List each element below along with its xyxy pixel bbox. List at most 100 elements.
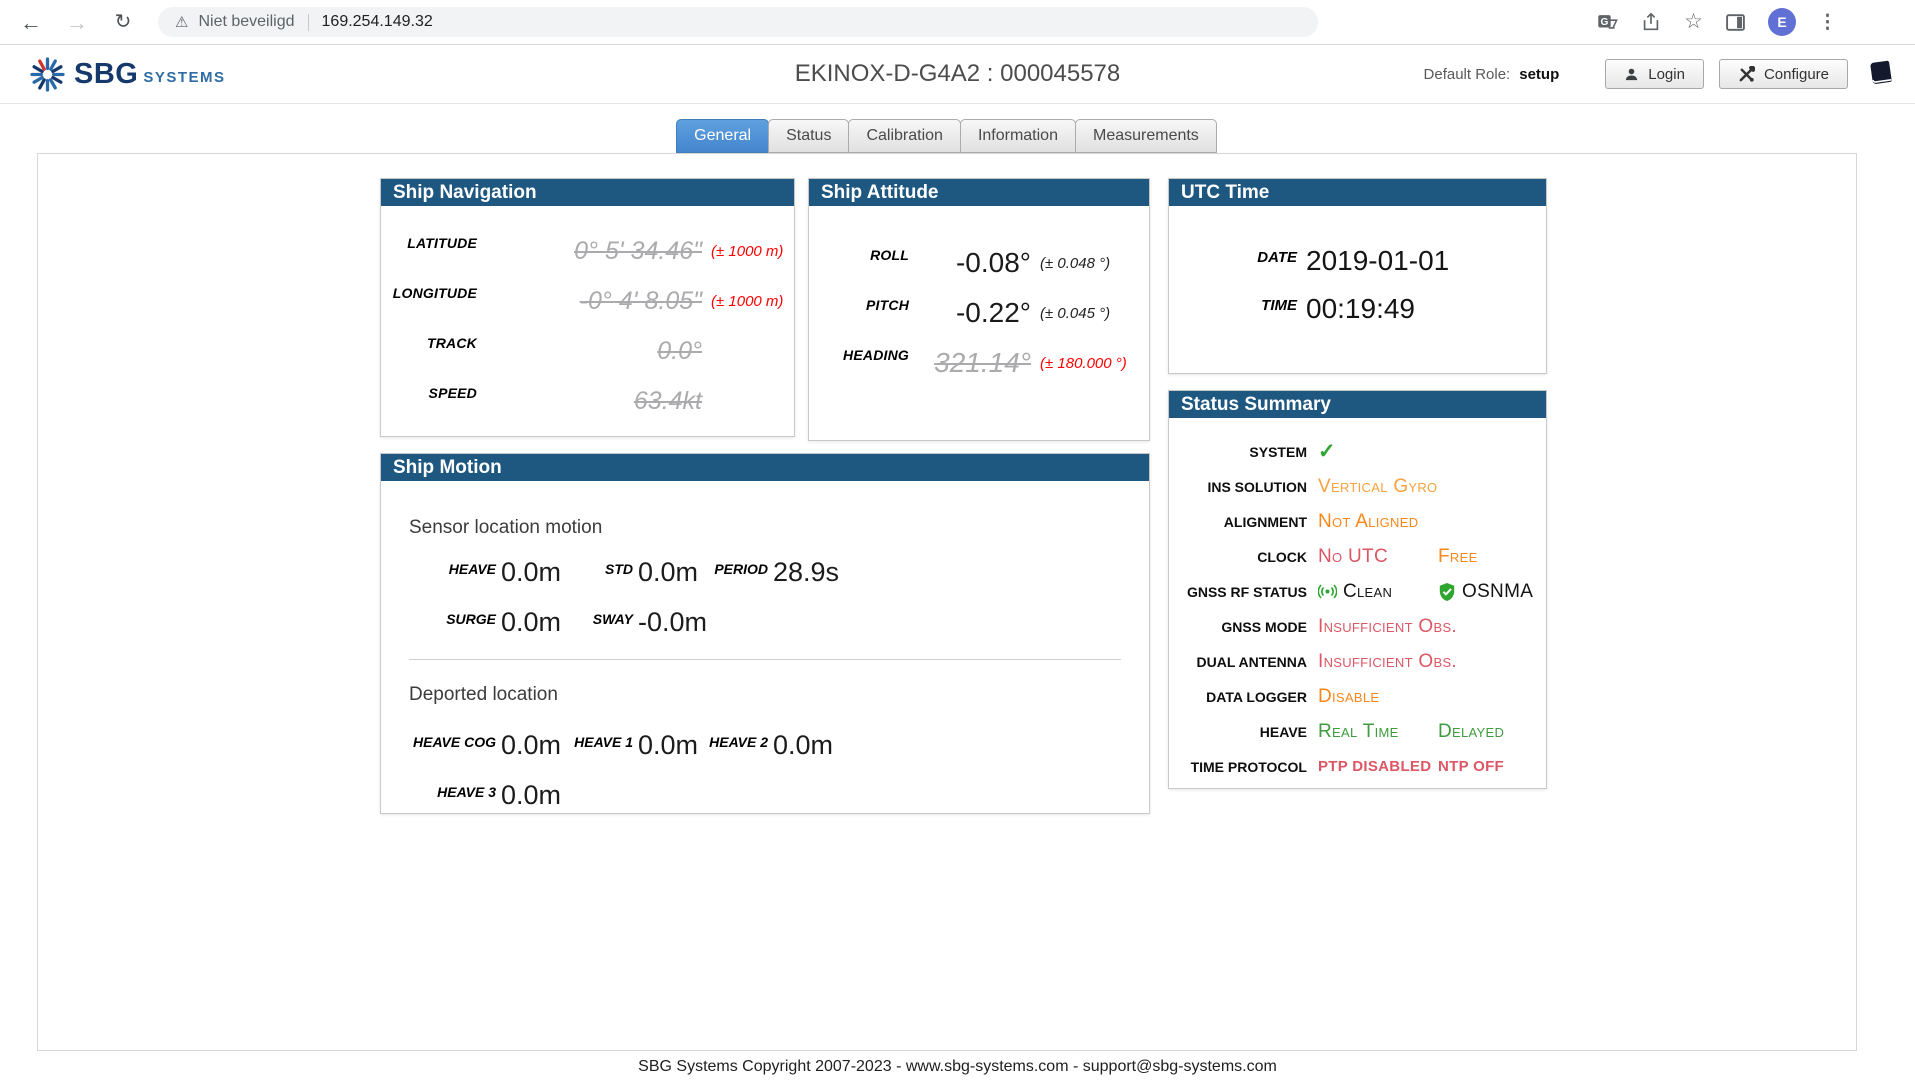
status-row-values: ✓ — [1318, 442, 1336, 462]
ship-motion-cell: PERIOD28.9s — [668, 555, 839, 589]
status-row: GNSS RF STATUSCleanOSNMA — [1169, 574, 1546, 609]
nav-row-label: TRACK — [381, 335, 477, 351]
ship-motion-row: SURGE0.0mSWAY-0.0m — [409, 605, 1121, 653]
status-value: Insufficient Obs. — [1318, 617, 1457, 637]
person-icon — [1624, 67, 1639, 82]
ship-motion-cell: SWAY-0.0m — [533, 605, 707, 639]
status-value: Insufficient Obs. — [1318, 652, 1457, 672]
status-row-values: Insufficient Obs. — [1318, 652, 1457, 672]
ship-motion-cell-label: SWAY — [533, 605, 633, 627]
status-row: ALIGNMENT Not Aligned — [1169, 504, 1546, 539]
app-header: SBG SYSTEMS EKINOX-D-G4A2 : 000045578 De… — [0, 45, 1915, 104]
tools-icon — [1738, 66, 1755, 83]
att-row: ROLL-0.08°(± 0.048 °) — [809, 238, 1149, 288]
status-value: PTP Disabled — [1318, 757, 1438, 777]
sbg-logo: SBG SYSTEMS — [30, 57, 226, 92]
att-row-value: 321.14° — [909, 347, 1031, 379]
tab-calibration[interactable]: Calibration — [848, 119, 960, 153]
utc-row-value: 2019-01-01 — [1306, 246, 1449, 276]
status-row: HEAVEReal TimeDelayed — [1169, 714, 1546, 749]
ship-motion-cell-value: -0.0m — [638, 605, 707, 639]
browser-actions: G ☆ E ⋮ — [1596, 8, 1915, 36]
att-row-accuracy: (± 0.048 °) — [1040, 255, 1110, 272]
browser-menu-icon[interactable]: ⋮ — [1818, 11, 1837, 34]
login-button[interactable]: Login — [1605, 59, 1704, 89]
check-icon: ✓ — [1318, 442, 1336, 462]
status-value: NTP Off — [1438, 757, 1504, 777]
att-row-value: -0.08° — [909, 247, 1031, 279]
ship-attitude-panel: Ship Attitude ROLL-0.08°(± 0.048 °)PITCH… — [808, 178, 1150, 441]
status-value: No UTC — [1318, 547, 1438, 567]
footer-text: SBG Systems Copyright 2007-2023 - www.sb… — [0, 1058, 1915, 1076]
utc-time-panel: UTC Time DATE2019-01-01TIME00:19:49 — [1168, 178, 1547, 374]
address-divider — [308, 14, 309, 31]
status-value: Real Time — [1318, 722, 1438, 742]
browser-back-button[interactable]: ← — [16, 0, 46, 45]
ship-motion-cell-label: HEAVE 3 — [409, 778, 496, 800]
status-value-text: OSNMA — [1462, 582, 1533, 602]
share-icon[interactable] — [1640, 11, 1662, 33]
tab-information[interactable]: Information — [960, 119, 1076, 153]
status-row-label: ALIGNMENT — [1169, 514, 1307, 530]
documentation-book-icon[interactable] — [1865, 58, 1897, 90]
status-row: TIME PROTOCOLPTP DisabledNTP Off — [1169, 749, 1546, 784]
translate-icon[interactable]: G — [1596, 11, 1618, 33]
utc-row-label: DATE — [1169, 246, 1297, 266]
url-text: 169.254.149.32 — [322, 13, 433, 31]
ship-motion-title: Ship Motion — [381, 454, 1149, 481]
nav-row-accuracy: (± 1000 m) — [711, 243, 783, 260]
brand-suffix: SYSTEMS — [143, 69, 225, 86]
ship-attitude-title: Ship Attitude — [809, 179, 1149, 206]
status-value: Free — [1438, 547, 1478, 567]
ship-motion-section: Deported locationHEAVE COG0.0mHEAVE 10.0… — [409, 684, 1121, 826]
side-panel-icon[interactable] — [1725, 12, 1746, 33]
tab-status[interactable]: Status — [768, 119, 849, 153]
tab-general[interactable]: General — [676, 119, 769, 153]
ship-navigation-panel: Ship Navigation LATITUDE0° 5' 34.46"(± 1… — [380, 178, 795, 437]
att-row: HEADING321.14°(± 180.000 °) — [809, 338, 1149, 388]
status-row-label: HEAVE — [1169, 724, 1307, 740]
nav-row-value: -0° 4' 8.05" — [477, 287, 702, 316]
brand-name: SBG — [74, 58, 138, 91]
address-bar[interactable]: ⚠ Niet beveiligd 169.254.149.32 — [158, 7, 1318, 37]
status-value-text: No UTC — [1318, 547, 1388, 567]
nav-row-label: LATITUDE — [381, 235, 477, 251]
browser-forward-button[interactable]: → — [62, 0, 92, 45]
nav-row: LATITUDE0° 5' 34.46"(± 1000 m) — [381, 226, 794, 276]
status-value: Clean — [1318, 582, 1438, 602]
nav-row-label: SPEED — [381, 385, 477, 401]
bookmark-star-icon[interactable]: ☆ — [1684, 12, 1703, 32]
status-row: INS SOLUTIONVertical Gyro — [1169, 469, 1546, 504]
browser-toolbar: ← → ↻ ⚠ Niet beveiligd 169.254.149.32 G … — [0, 0, 1915, 45]
status-row-label: DATA LOGGER — [1169, 689, 1307, 705]
tab-measurements[interactable]: Measurements — [1075, 119, 1217, 153]
status-summary-title: Status Summary — [1169, 391, 1546, 418]
status-row-values: No UTC Free — [1318, 547, 1478, 567]
ship-motion-row: HEAVE0.0mSTD0.0mPERIOD28.9s — [409, 555, 1121, 603]
utc-row-label: TIME — [1169, 294, 1297, 314]
configure-button[interactable]: Configure — [1719, 59, 1848, 89]
status-row-values: Insufficient Obs. — [1318, 617, 1457, 637]
role-value: setup — [1519, 66, 1559, 83]
section-divider — [409, 659, 1121, 660]
ship-motion-section-title: Deported location — [409, 684, 1121, 706]
nav-row: LONGITUDE-0° 4' 8.05"(± 1000 m) — [381, 276, 794, 326]
login-button-label: Login — [1648, 66, 1685, 83]
nav-row-label: LONGITUDE — [381, 285, 477, 301]
nav-row: TRACK0.0° — [381, 326, 794, 376]
status-value-text: Not Aligned — [1318, 512, 1418, 532]
status-row-label: SYSTEM — [1169, 444, 1307, 460]
att-row-value: -0.22° — [909, 297, 1031, 329]
ship-motion-section: Sensor location motionHEAVE0.0mSTD0.0mPE… — [409, 517, 1121, 653]
role-label: Default Role: — [1424, 66, 1511, 83]
status-row-label: GNSS MODE — [1169, 619, 1307, 635]
status-row: CLOCKNo UTCFree — [1169, 539, 1546, 574]
ship-motion-cell-value: 28.9s — [773, 555, 839, 589]
att-row-label: PITCH — [809, 297, 909, 313]
status-row: GNSS MODE Insufficient Obs. — [1169, 609, 1546, 644]
status-row-values: Disable — [1318, 687, 1379, 707]
browser-reload-button[interactable]: ↻ — [108, 0, 138, 45]
svg-text:G: G — [1601, 17, 1609, 28]
att-row-label: HEADING — [809, 347, 909, 363]
profile-avatar[interactable]: E — [1768, 8, 1796, 36]
